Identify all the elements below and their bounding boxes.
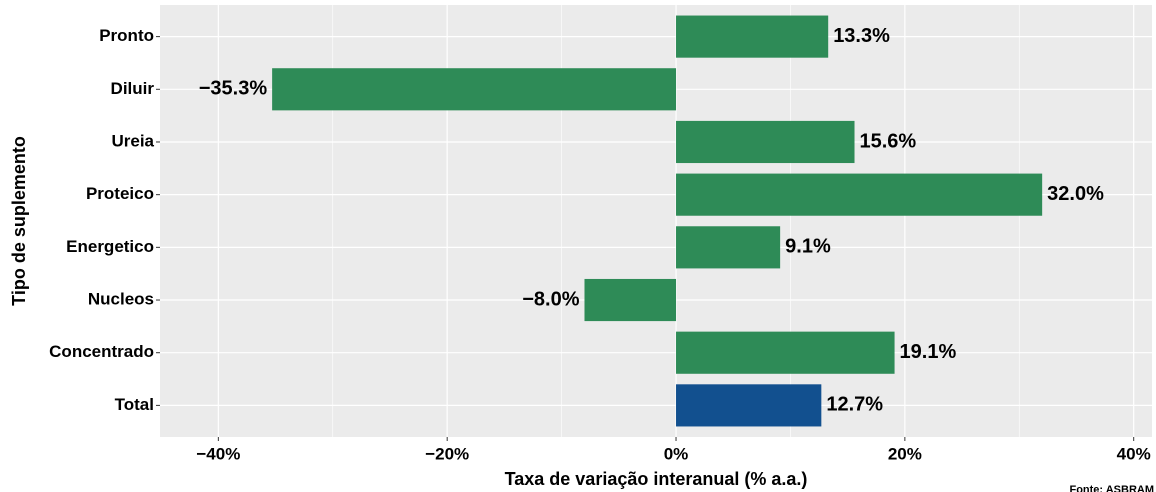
y-tick-label: Pronto xyxy=(99,26,154,45)
x-tick-label: −20% xyxy=(425,444,469,463)
value-label: 19.1% xyxy=(900,341,957,363)
y-tick-label: Diluir xyxy=(111,79,155,98)
x-tick-label: 40% xyxy=(1117,444,1151,463)
value-label: 12.7% xyxy=(826,394,883,416)
y-tick-label: Total xyxy=(115,395,154,414)
bar xyxy=(676,120,855,164)
x-tick-label: 20% xyxy=(888,444,922,463)
value-label: −35.3% xyxy=(199,78,268,100)
bar xyxy=(272,68,677,111)
bar xyxy=(584,278,677,322)
y-tick-label: Concentrado xyxy=(49,342,154,361)
y-tick-label: Ureia xyxy=(111,131,154,150)
value-label: −8.0% xyxy=(522,288,579,310)
x-tick-label: −40% xyxy=(196,444,240,463)
bar xyxy=(676,226,781,269)
y-axis-title: Tipo de suplemento xyxy=(9,136,29,306)
bar xyxy=(676,15,829,58)
value-label: 15.6% xyxy=(860,130,917,152)
bar xyxy=(676,384,822,427)
value-label: 32.0% xyxy=(1047,183,1104,205)
y-tick-label: Energetico xyxy=(66,237,154,256)
bar xyxy=(676,331,895,374)
bar xyxy=(676,173,1043,216)
value-label: 13.3% xyxy=(833,25,890,47)
x-tick-label: 0% xyxy=(664,444,689,463)
x-axis-title: Taxa de variação interanual (% a.a.) xyxy=(505,469,808,489)
value-label: 9.1% xyxy=(785,236,831,258)
y-tick-label: Nucleos xyxy=(88,290,154,309)
caption: Fonte: ASBRAM xyxy=(1069,484,1154,492)
y-tick-label: Proteico xyxy=(86,184,154,203)
